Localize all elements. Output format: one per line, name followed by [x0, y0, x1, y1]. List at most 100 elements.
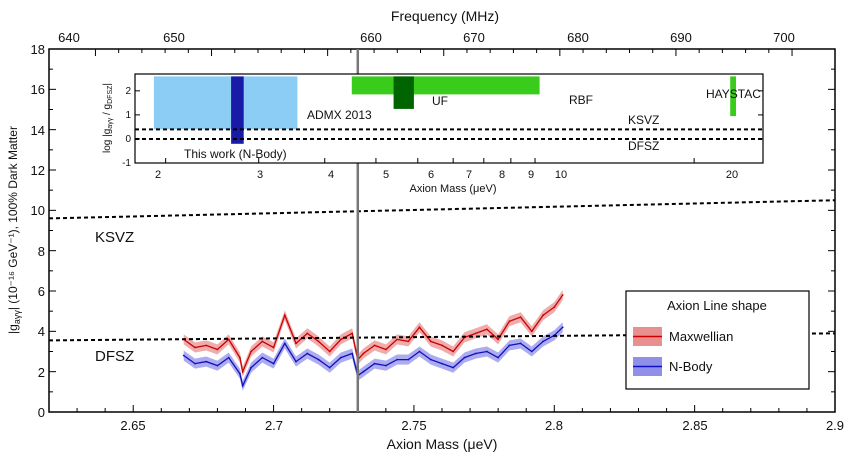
data-point-maxwellian — [418, 326, 421, 329]
data-point-maxwellian — [194, 346, 196, 349]
y-axis-label: |gaγγ| (10⁻¹⁶ GeV⁻¹), 100% Dark Matter — [6, 126, 22, 334]
top-tick-label: 700 — [773, 30, 795, 45]
legend-entry-maxwellian: Maxwellian — [669, 329, 733, 344]
band-maxwellian — [183, 290, 563, 377]
x-tick-label: 2.7 — [265, 418, 283, 433]
data-point-nbody — [418, 350, 421, 353]
data-point-maxwellian — [385, 348, 387, 351]
inset-label-this-work: This work (N-Body) — [184, 147, 287, 161]
legend-entry-nbody: N-Body — [669, 359, 713, 374]
data-point-nbody — [362, 370, 365, 373]
inset-x-tick-label: 9 — [528, 169, 534, 181]
inset-label-uf: UF — [432, 94, 448, 108]
data-point-nbody — [328, 366, 331, 369]
inset-y-tick-label: -1 — [122, 158, 131, 169]
main-ticks — [49, 48, 836, 413]
data-point-maxwellian — [261, 340, 264, 343]
data-point-maxwellian — [474, 332, 477, 335]
data-point-maxwellian — [486, 328, 488, 331]
data-point-nbody — [561, 326, 564, 329]
top-tick-label: 650 — [163, 30, 185, 45]
ksvz-label: KSVZ — [95, 229, 134, 246]
data-point-nbody — [486, 350, 488, 353]
y-tick-label: 2 — [38, 365, 45, 380]
data-point-nbody — [239, 372, 241, 375]
inset-y-axis-label: log |gaγγ / gDFSZ| — [102, 83, 114, 153]
inset-x-tick-label: 4 — [328, 169, 334, 181]
data-point-nbody — [497, 356, 499, 359]
region-uf — [393, 76, 414, 109]
inset-x-tick-label: 8 — [499, 169, 505, 181]
data-point-nbody — [295, 360, 297, 363]
inset-label-ksvz: KSVZ — [628, 113, 659, 127]
inset-y-tick-label: 2 — [125, 86, 131, 97]
dfsz-label: DFSZ — [95, 348, 134, 365]
data-point-maxwellian — [561, 294, 564, 296]
data-point-nbody — [396, 358, 398, 361]
data-point-nbody — [385, 364, 387, 367]
y-tick-label: 4 — [38, 324, 45, 339]
data-point-nbody — [241, 384, 244, 387]
x-tick-label: 2.85 — [682, 418, 707, 433]
data-point-maxwellian — [283, 314, 286, 317]
inset-label-haystac: HAYSTAC — [706, 87, 761, 101]
inset-plot: -1 0 1 2 log |gaγγ / gDFSZ| 2 3 4 5 6 7 … — [102, 73, 764, 195]
x-axis-label: Axion Mass (μeV) — [387, 436, 498, 452]
data-point-maxwellian — [250, 350, 253, 353]
main-bands — [183, 290, 563, 391]
inset-y-tick-label: 1 — [125, 110, 131, 121]
data-point-nbody — [441, 362, 443, 365]
top-tick-label: 670 — [463, 30, 485, 45]
data-point-nbody — [205, 360, 208, 363]
inset-x-tick-label: 6 — [428, 169, 434, 181]
data-point-nbody — [216, 364, 219, 367]
inset-x-tick-label: 3 — [257, 169, 263, 181]
inset-y-tick-label: 0 — [125, 134, 131, 145]
data-point-maxwellian — [508, 320, 511, 323]
data-point-nbody — [542, 340, 544, 343]
data-point-nbody — [373, 362, 376, 365]
data-point-maxwellian — [553, 306, 556, 308]
data-point-maxwellian — [530, 330, 533, 333]
inset-label-rbf: RBF — [569, 93, 593, 107]
y-tick-label: 18 — [31, 42, 45, 57]
band-nbody — [183, 322, 563, 391]
main-lines — [182, 294, 564, 388]
data-point-maxwellian — [452, 350, 455, 353]
top-tick-label: 660 — [360, 30, 382, 45]
data-point-nbody — [429, 358, 432, 361]
data-point-maxwellian — [373, 344, 376, 347]
data-point-maxwellian — [295, 342, 297, 345]
data-point-maxwellian — [328, 350, 331, 353]
data-point-nbody — [519, 342, 522, 345]
data-point-nbody — [182, 354, 185, 357]
x-tick-label: 2.65 — [120, 418, 145, 433]
inset-x-tick-label: 2 — [155, 169, 161, 181]
top-tick-label: 640 — [58, 30, 80, 45]
data-point-nbody — [272, 362, 275, 365]
region-haystac — [730, 76, 736, 117]
data-point-nbody — [508, 344, 511, 347]
data-point-maxwellian — [429, 340, 432, 343]
data-point-nbody — [306, 352, 309, 355]
data-point-nbody — [530, 350, 533, 353]
region-rbf — [351, 76, 540, 95]
data-point-maxwellian — [205, 344, 208, 347]
data-point-nbody — [194, 362, 196, 365]
data-point-maxwellian — [216, 348, 219, 351]
data-point-maxwellian — [407, 340, 410, 343]
y-tick-label: 0 — [38, 405, 45, 420]
data-point-maxwellian — [272, 346, 275, 349]
dfsz-line — [48, 332, 836, 342]
data-point-maxwellian — [241, 370, 244, 373]
x-tick-label: 2.9 — [826, 418, 844, 433]
data-point-nbody — [351, 352, 354, 355]
inset-frame — [134, 73, 764, 164]
data-point-nbody — [317, 358, 320, 361]
data-point-nbody — [474, 352, 477, 355]
top-tick-label: 680 — [567, 30, 589, 45]
data-point-maxwellian — [396, 338, 398, 341]
y-tick-label: 8 — [38, 244, 45, 259]
data-point-maxwellian — [306, 332, 309, 335]
